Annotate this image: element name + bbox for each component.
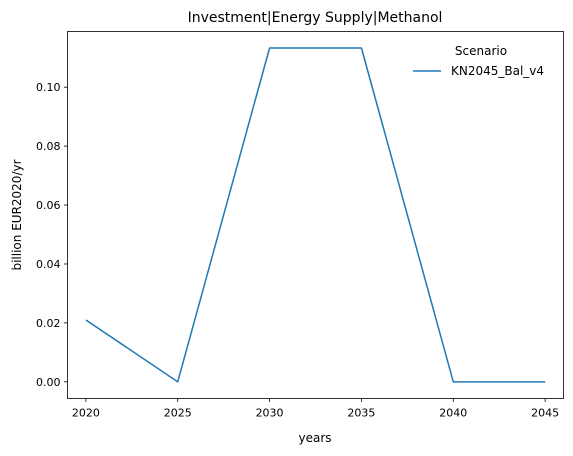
y-tick-label: 0.08 [36, 140, 61, 153]
chart-title: Investment|Energy Supply|Methanol [188, 10, 443, 26]
y-tick-label: 0.04 [36, 258, 61, 271]
x-tick-label: 2040 [439, 407, 467, 420]
y-axis-label: billion EUR2020/yr [10, 159, 24, 270]
legend-entries: KN2045_Bal_v4 [413, 64, 544, 78]
x-tick-label: 2045 [531, 407, 559, 420]
x-tick-label: 2035 [347, 407, 375, 420]
y-tick-label: 0.06 [36, 199, 61, 212]
x-tick-label: 2030 [256, 407, 284, 420]
y-tick-label: 0.00 [36, 376, 61, 389]
series-lines [85, 47, 546, 383]
y-tick-label: 0.02 [36, 317, 61, 330]
y-axis-ticks: 0.00 0.02 0.04 0.06 0.08 0.10 [36, 81, 68, 389]
legend-label: KN2045_Bal_v4 [451, 64, 544, 78]
x-tick-label: 2020 [72, 407, 100, 420]
x-axis-label: years [298, 431, 331, 445]
series-line [85, 47, 546, 383]
x-axis-ticks: 2020 2025 2030 2035 2040 2045 [72, 398, 559, 420]
legend: Scenario KN2045_Bal_v4 [413, 44, 544, 78]
y-tick-label: 0.10 [36, 81, 61, 94]
plot-frame [67, 31, 564, 399]
legend-title: Scenario [455, 44, 507, 58]
plot-area: 2020 2025 2030 2035 2040 2045 0.000.020.040.0… [36, 31, 564, 420]
x-tick-label: 2025 [164, 407, 192, 420]
